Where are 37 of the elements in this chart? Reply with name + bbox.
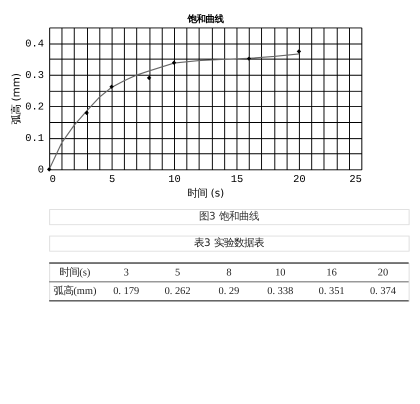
point xyxy=(296,49,302,54)
point xyxy=(84,110,89,116)
text: 时间(s) xyxy=(59,266,90,278)
text: 表3 实验数据表 xyxy=(194,236,264,249)
category-label: 8 xyxy=(226,267,232,278)
y-tick-label: 0.3 xyxy=(25,70,44,82)
x-tick-label: 25 xyxy=(349,174,362,186)
y-tick-label: 0.1 xyxy=(25,133,44,146)
x-tick-label: 0 xyxy=(50,174,56,186)
point xyxy=(46,167,52,172)
text: 0. 179 xyxy=(113,286,140,298)
chart-title: 饱和曲线 xyxy=(186,14,224,25)
category-label: 3 xyxy=(124,267,129,278)
y-tick-label: 0.4 xyxy=(25,38,44,51)
x-axis-title: 时间 (s) xyxy=(187,187,224,200)
category-label: 10 xyxy=(275,267,286,278)
y-tick-label: 0 xyxy=(38,164,44,177)
category-label: 20 xyxy=(378,267,388,278)
point xyxy=(172,60,176,65)
y-tick-label: 0.2 xyxy=(25,102,44,114)
text: 0. 374 xyxy=(370,286,396,298)
y-axis-title: 弧高 (mm) xyxy=(10,73,23,125)
point xyxy=(146,76,152,80)
x-tick-label: 20 xyxy=(293,174,306,186)
text: 0. 338 xyxy=(267,286,294,298)
text: 0. 29 xyxy=(218,286,240,298)
caption: 图3 饱和曲线 xyxy=(198,210,259,222)
x-tick-label: 15 xyxy=(230,174,244,186)
x-tick-label: 5 xyxy=(108,174,116,186)
text: 0. 262 xyxy=(164,286,191,298)
point xyxy=(246,56,252,61)
category-label: 5 xyxy=(174,267,180,278)
point xyxy=(109,84,114,89)
x-tick-label: 10 xyxy=(168,174,181,186)
category-label: 16 xyxy=(326,267,337,278)
text: 弧高(mm) xyxy=(53,285,96,298)
text: 0. 351 xyxy=(318,286,345,298)
